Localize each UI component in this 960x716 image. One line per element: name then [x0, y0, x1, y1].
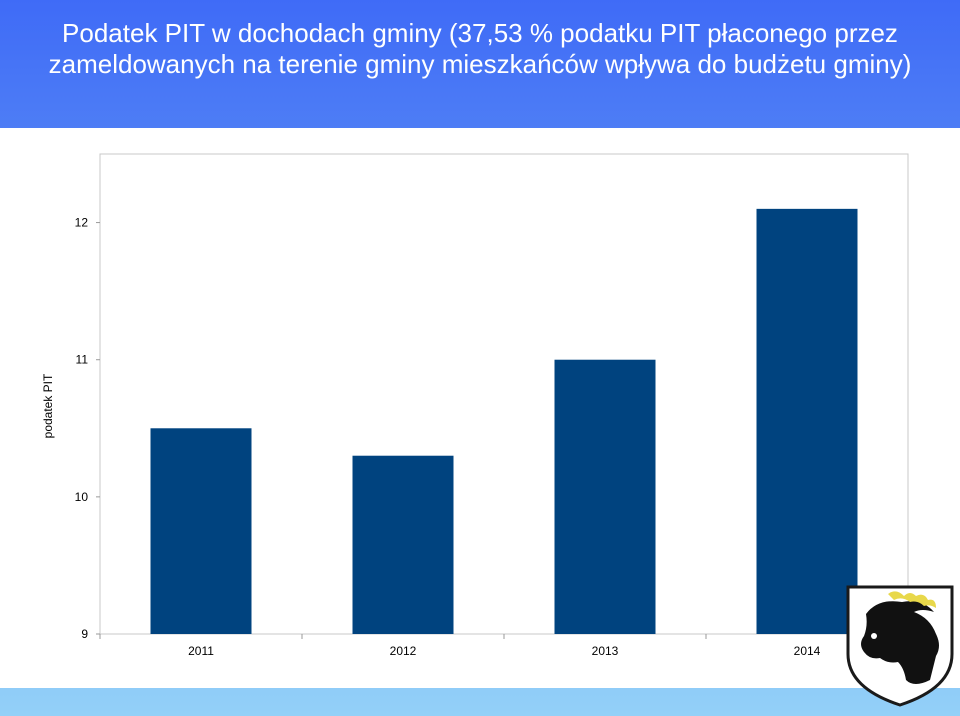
x-tick-label: 2014: [794, 644, 821, 658]
y-axis-ticks: 9 10 11 12: [75, 216, 100, 641]
x-tick-label: 2013: [592, 644, 619, 658]
x-tick-label: 2012: [390, 644, 417, 658]
coat-of-arms-logo: [846, 585, 954, 707]
y-tick-label: 9: [81, 627, 88, 641]
bar-2012: [352, 455, 454, 634]
x-tick-label: 2011: [188, 644, 214, 658]
x-axis-ticks: 2011 2012 2013 2014: [99, 634, 909, 658]
bar-2013: [554, 359, 656, 634]
bar-2014: [756, 208, 858, 634]
y-tick-label: 12: [75, 216, 89, 230]
slide-title: Podatek PIT w dochodach gminy (37,53 % p…: [48, 18, 912, 79]
y-tick-label: 10: [75, 490, 89, 504]
y-tick-label: 11: [76, 353, 89, 367]
bar-2011: [150, 428, 252, 634]
bars: [150, 208, 858, 634]
y-axis-label: podatek PIT: [41, 373, 55, 438]
